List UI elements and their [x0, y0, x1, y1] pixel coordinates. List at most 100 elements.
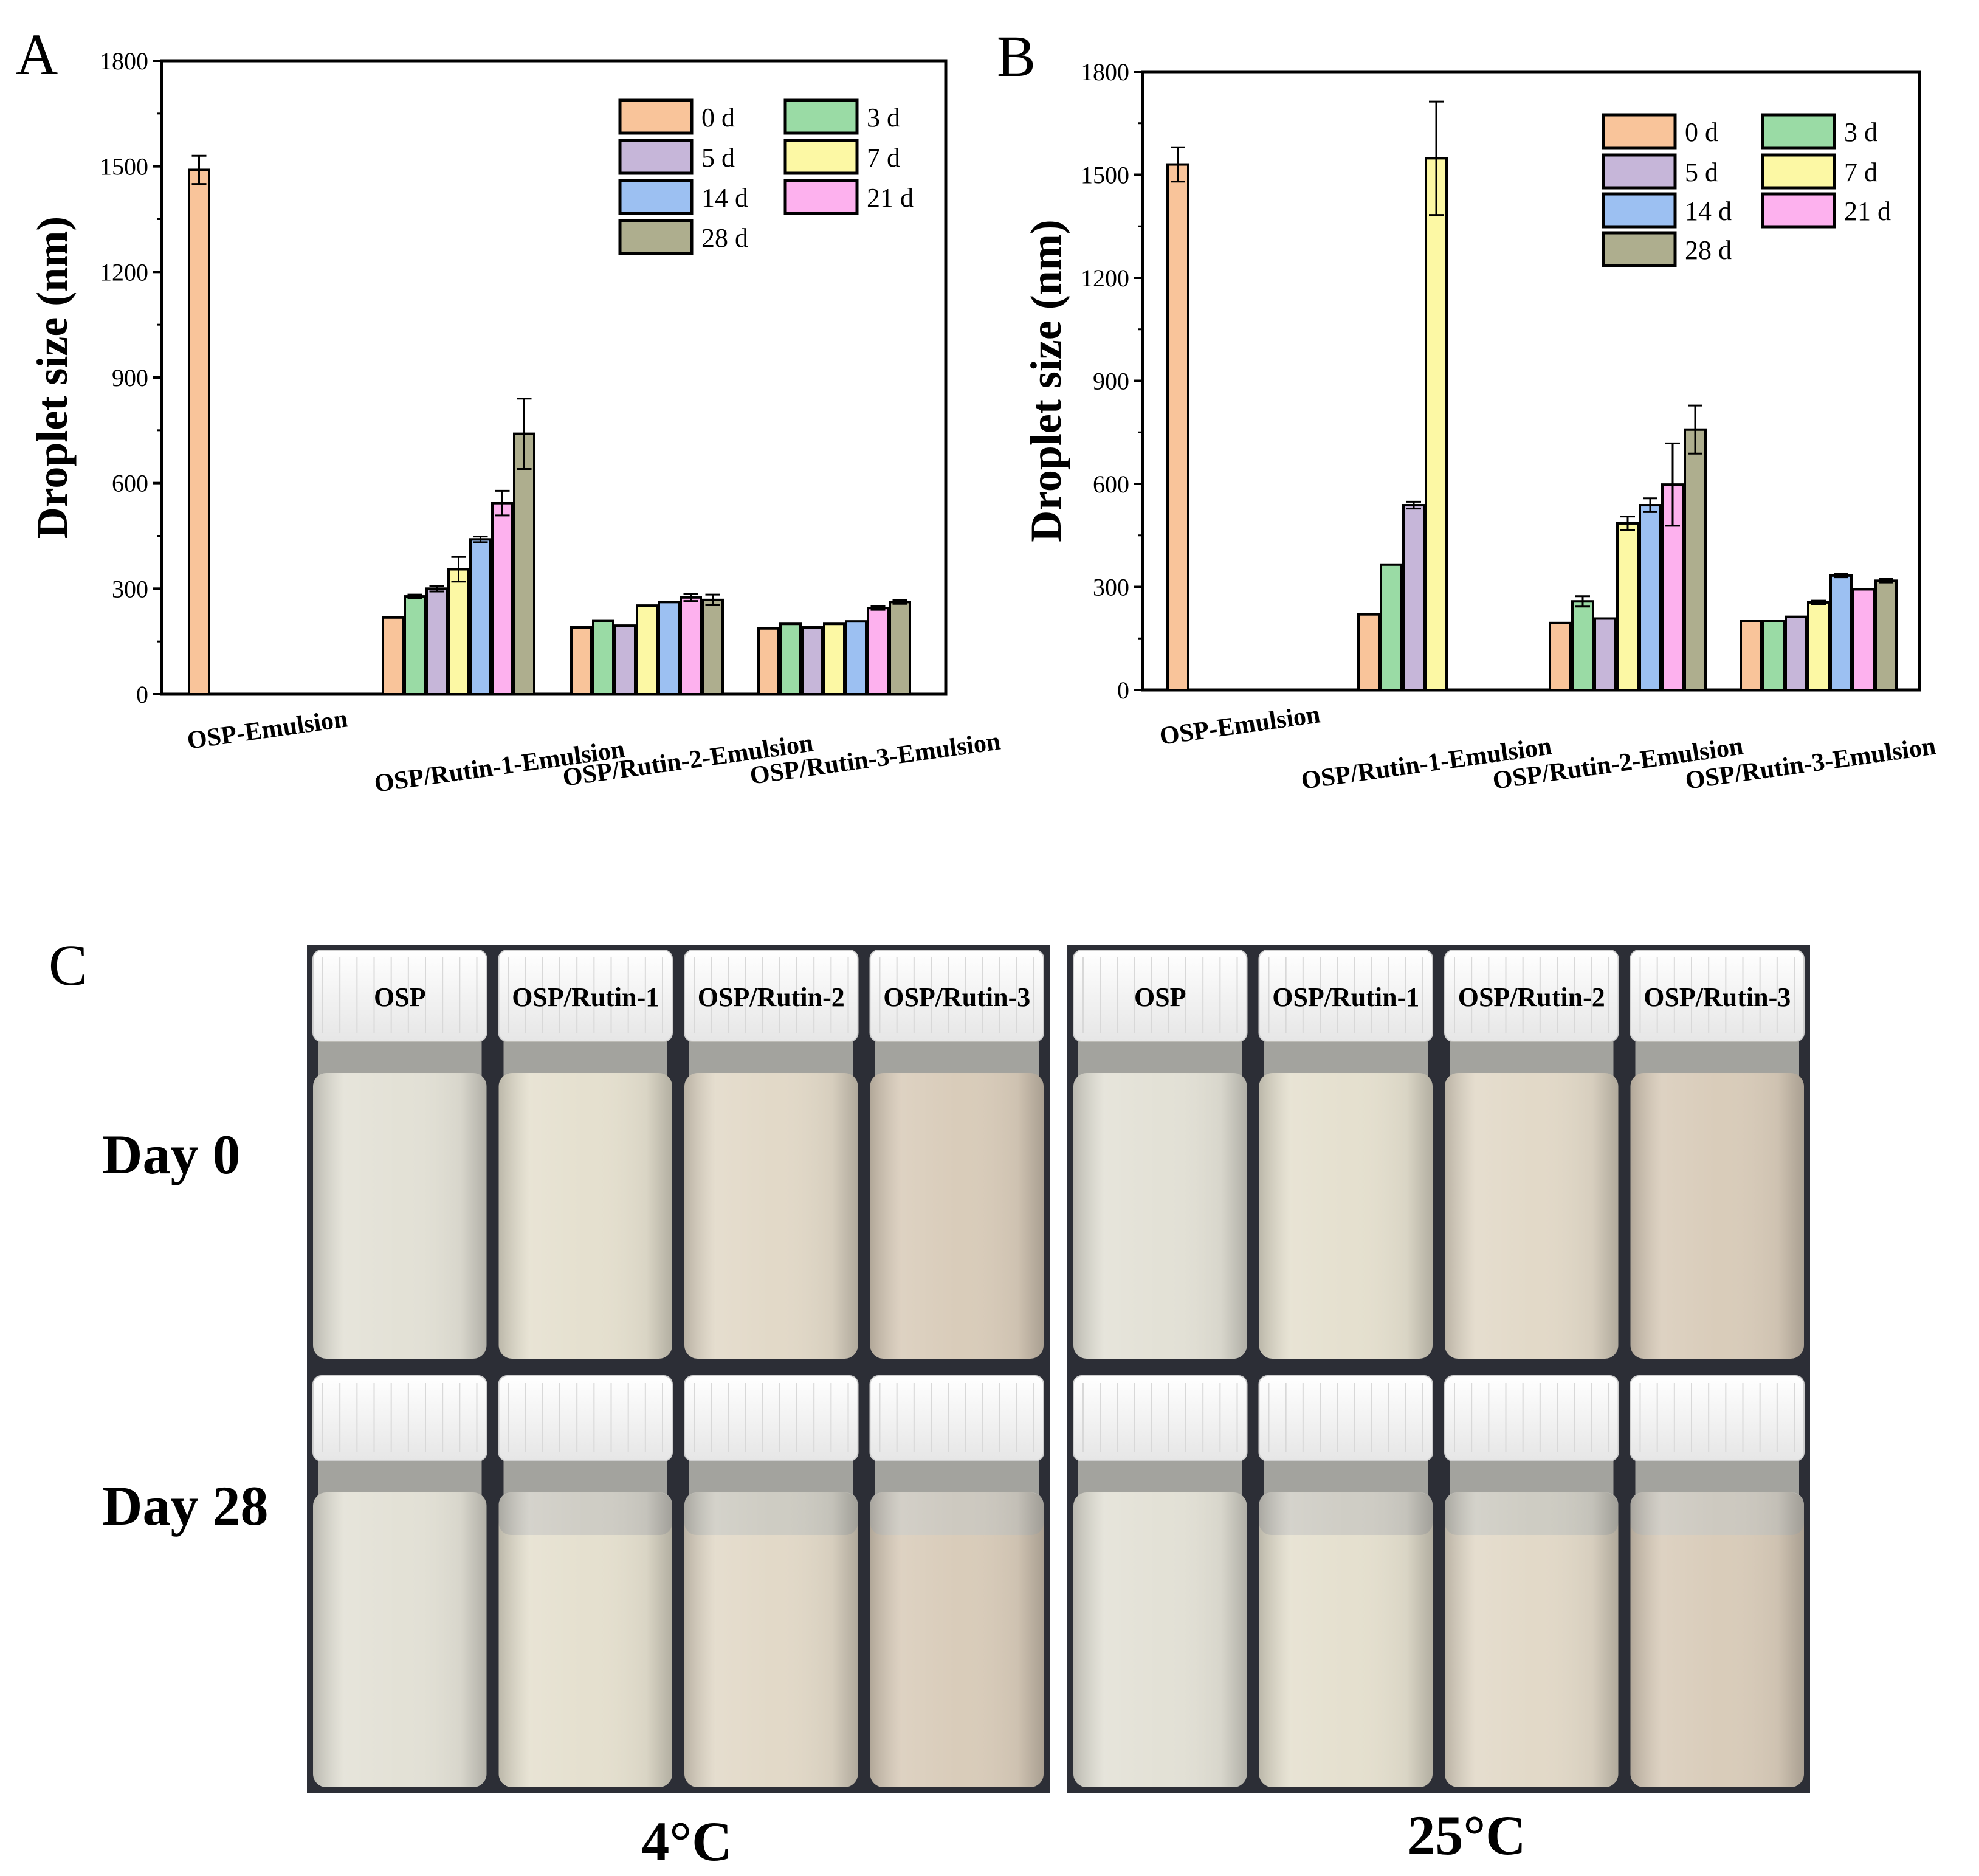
vial-neck — [1264, 1461, 1428, 1497]
legend-swatch — [1602, 113, 1677, 150]
legend-swatch — [618, 139, 694, 175]
bar — [845, 620, 867, 695]
bar — [1425, 157, 1448, 691]
legend-swatch — [783, 179, 859, 215]
chart-b: B 0 300 600 900 1200 1500 1800 Droplet size (nm)… — [997, 24, 1938, 795]
y-tick-label: 1800 — [1081, 58, 1129, 86]
bar — [680, 596, 702, 695]
legend-swatch — [1602, 192, 1677, 229]
bar — [1762, 620, 1785, 691]
bar — [701, 598, 724, 696]
vial-glass — [313, 1492, 487, 1787]
vial-glass — [870, 1492, 1044, 1787]
vial-glass — [1445, 1492, 1619, 1787]
y-tick-label: 300 — [1093, 574, 1129, 601]
bar — [592, 619, 614, 696]
vial-cap — [684, 1375, 859, 1461]
bar — [801, 626, 824, 695]
vial-cap — [1073, 1375, 1248, 1461]
row-label-day-0: Day 0 — [102, 1123, 240, 1185]
bar — [1594, 617, 1617, 691]
bar — [382, 616, 404, 696]
panel-c-photos: C OSP OSP/Rutin-1 OSP/Rutin-2 OSP/Rutin-3 OSP… — [49, 933, 1810, 1872]
vial-cap — [869, 1375, 1044, 1461]
bar — [1639, 504, 1662, 692]
chart-a: A 0 300 600 900 1200 1500 1800 Droplet size (nm)… — [16, 22, 1002, 798]
vial-glass — [1630, 1073, 1804, 1359]
legend-label: 0 d — [1685, 117, 1718, 147]
y-tick-label: 0 — [136, 681, 148, 708]
bar — [867, 607, 889, 696]
vial-neck — [875, 1041, 1039, 1078]
y-tick-label: 1800 — [100, 47, 148, 75]
bar — [1874, 579, 1898, 692]
legend-label: 7 d — [1844, 157, 1877, 187]
vial-label: OSP/Rutin-2 — [698, 982, 845, 1012]
y-tick-label: 1200 — [100, 258, 148, 286]
y-tick-label: 0 — [1117, 677, 1129, 704]
vial-label: OSP — [1134, 982, 1186, 1012]
y-tick-label: 1500 — [1081, 162, 1129, 189]
vial-glass — [1073, 1073, 1247, 1359]
bar — [1785, 615, 1808, 692]
vial-neck — [1078, 1041, 1242, 1078]
x-category-label: OSP-Emulsion — [1158, 700, 1322, 751]
vial-neck — [503, 1041, 667, 1078]
bar — [614, 624, 636, 696]
vial-neck — [1635, 1041, 1799, 1078]
bar — [1571, 600, 1594, 691]
y-tick-label: 900 — [1093, 368, 1129, 395]
bar — [1829, 574, 1853, 691]
panel-label: C — [49, 933, 88, 998]
bar — [425, 587, 448, 695]
legend-swatch — [783, 139, 859, 175]
legend-label: 28 d — [1685, 235, 1732, 265]
vial-cap — [1630, 1375, 1805, 1461]
bar — [757, 627, 780, 696]
vial-neck — [1264, 1041, 1428, 1078]
bar — [1616, 522, 1639, 691]
legend-label: 21 d — [1844, 196, 1891, 226]
legend-label: 0 d — [701, 103, 735, 133]
bar — [889, 601, 911, 695]
legend-label: 5 d — [1685, 157, 1718, 187]
bar — [469, 538, 492, 695]
vial-glass — [313, 1073, 487, 1359]
bar — [513, 432, 535, 695]
legend-swatch — [1602, 153, 1677, 190]
legend-swatch — [618, 98, 694, 135]
legend-label: 21 d — [867, 183, 914, 213]
temperature-label-25c: 25°C — [1407, 1804, 1526, 1866]
vial-label: OSP/Rutin-3 — [1643, 982, 1791, 1012]
vial-neck — [318, 1461, 482, 1497]
vial-glass — [498, 1073, 672, 1359]
bar — [447, 568, 470, 695]
vial-glass — [1073, 1492, 1247, 1787]
y-tick-label: 1200 — [1081, 264, 1129, 292]
bar — [1380, 563, 1403, 692]
bar — [491, 502, 514, 695]
legend-swatch — [1602, 231, 1677, 267]
legend-label: 28 d — [701, 223, 748, 253]
legend-label: 14 d — [701, 183, 748, 213]
y-axis-label: Droplet size (nm) — [1022, 219, 1070, 542]
legend-swatch — [1761, 192, 1836, 229]
legend-swatch — [618, 219, 694, 255]
vial-cap — [312, 1375, 487, 1461]
bar — [658, 601, 680, 695]
y-axis-label: Droplet size (nm) — [28, 216, 77, 539]
legend-swatch — [1761, 113, 1836, 150]
vial-neck — [1450, 1461, 1614, 1497]
bar — [188, 168, 210, 695]
panel-label: A — [16, 22, 58, 87]
x-category-label: OSP-Emulsion — [185, 705, 349, 755]
legend-swatch — [783, 98, 859, 135]
bar — [1549, 621, 1572, 691]
vial-neck — [503, 1461, 667, 1497]
y-tick-label: 900 — [112, 364, 148, 391]
bar — [1357, 613, 1380, 692]
temperature-label-4c: 4°C — [641, 1810, 732, 1872]
bar — [1166, 163, 1189, 691]
bar — [1852, 588, 1875, 692]
